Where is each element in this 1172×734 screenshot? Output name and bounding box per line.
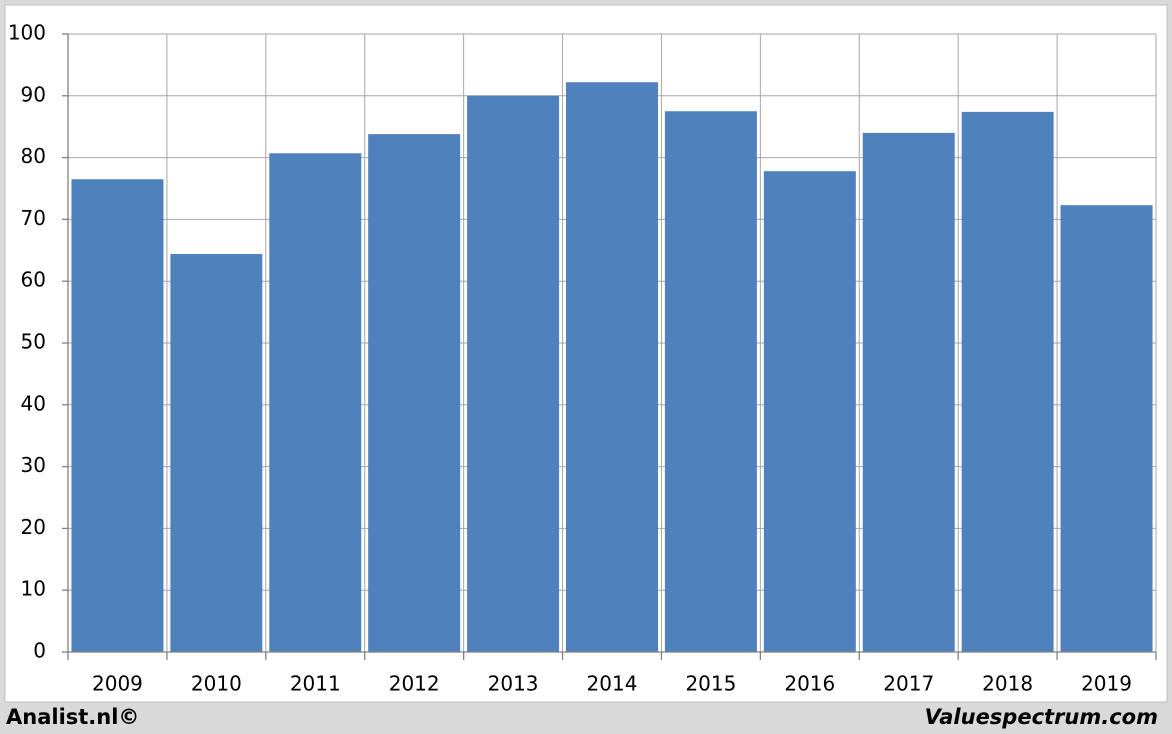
x-tick-label: 2014	[587, 672, 638, 696]
bar	[961, 111, 1054, 653]
bar	[368, 134, 461, 653]
x-tick-label: 2009	[92, 672, 143, 696]
x-tick-label: 2013	[488, 672, 539, 696]
y-tick-label: 70	[21, 206, 46, 230]
bar	[71, 179, 164, 653]
bar	[1060, 205, 1153, 652]
bar	[269, 153, 362, 653]
bar	[763, 171, 856, 653]
y-tick-label: 0	[33, 639, 46, 663]
footer-left: Analist.nl©	[6, 705, 139, 729]
y-tick-label: 10	[21, 577, 46, 601]
bar	[170, 254, 263, 652]
y-tick-label: 20	[21, 515, 46, 539]
x-tick-label: 2015	[685, 672, 736, 696]
x-tick-label: 2018	[982, 672, 1033, 696]
y-tick-label: 80	[21, 144, 46, 168]
bar	[566, 82, 658, 653]
x-tick-label: 2016	[784, 672, 835, 696]
y-tick-label: 30	[21, 453, 46, 477]
y-tick-label: 60	[21, 268, 46, 292]
bar	[467, 95, 560, 653]
y-tick-label: 50	[21, 330, 46, 354]
x-tick-label: 2011	[290, 672, 341, 696]
x-tick-label: 2012	[389, 672, 440, 696]
y-tick-label: 90	[21, 82, 46, 106]
bar	[664, 111, 757, 652]
footer-right: Valuespectrum.com	[925, 705, 1158, 729]
x-tick-label: 2017	[883, 672, 934, 696]
x-tick-label: 2019	[1081, 672, 1132, 696]
y-tick-label: 40	[21, 391, 46, 415]
bar	[862, 132, 955, 652]
x-tick-label: 2010	[191, 672, 242, 696]
y-tick-label: 100	[8, 21, 46, 45]
